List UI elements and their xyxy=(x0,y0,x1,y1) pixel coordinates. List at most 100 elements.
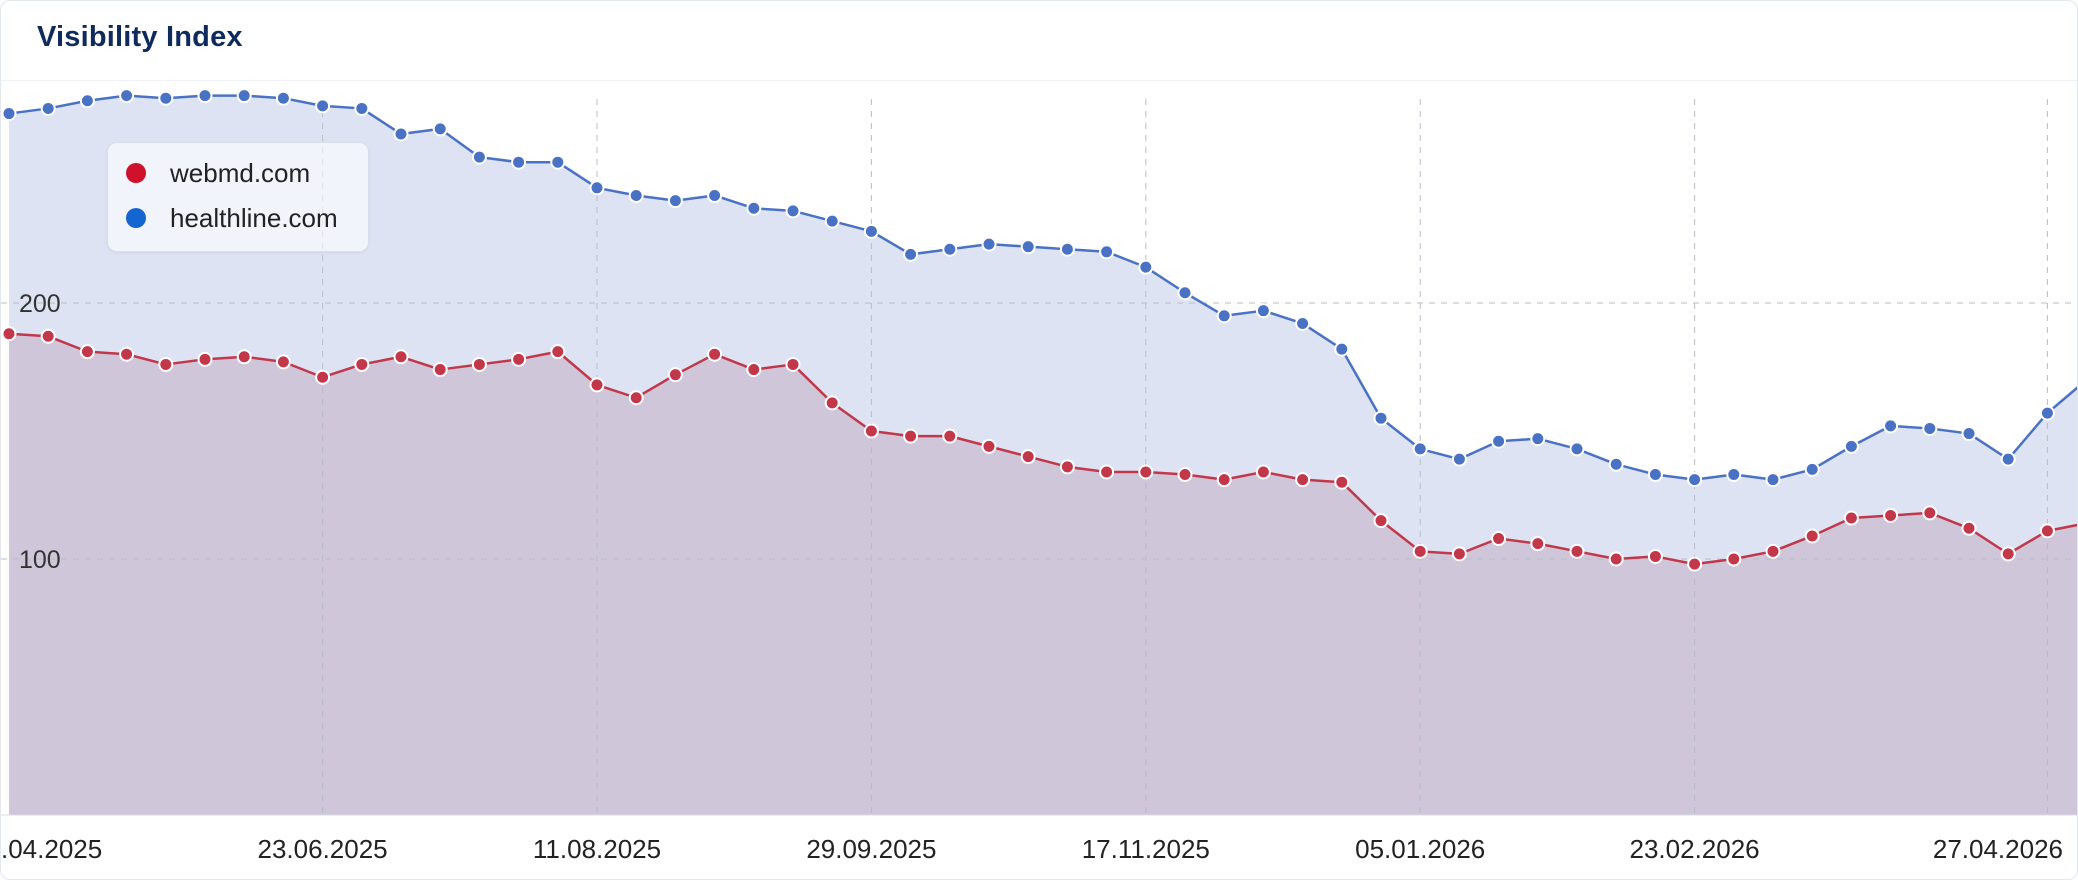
point-healthline xyxy=(785,203,801,219)
legend-item-webmd[interactable]: webmd.com xyxy=(126,153,310,193)
point-healthline xyxy=(981,236,997,252)
point-healthline xyxy=(1922,420,1938,436)
point-webmd xyxy=(1099,464,1115,480)
point-healthline xyxy=(863,223,879,239)
point-webmd xyxy=(1059,459,1075,475)
x-tick-label: 23.06.2025 xyxy=(258,834,388,864)
point-webmd xyxy=(1020,449,1036,465)
point-webmd xyxy=(667,367,683,383)
point-healthline xyxy=(236,88,252,104)
point-webmd xyxy=(863,423,879,439)
point-webmd xyxy=(1491,531,1507,547)
point-healthline xyxy=(1569,441,1585,457)
point-healthline xyxy=(1099,244,1115,260)
point-webmd xyxy=(197,351,213,367)
point-healthline xyxy=(1412,441,1428,457)
point-webmd xyxy=(236,349,252,365)
x-tick-label: 29.09.2025 xyxy=(806,834,936,864)
point-webmd xyxy=(354,356,370,372)
point-healthline xyxy=(40,100,56,116)
point-healthline xyxy=(1334,341,1350,357)
point-healthline xyxy=(1491,433,1507,449)
point-webmd xyxy=(1726,551,1742,567)
point-webmd xyxy=(1647,548,1663,564)
point-webmd xyxy=(589,377,605,393)
area-webmd xyxy=(9,333,2077,815)
point-webmd xyxy=(79,344,95,360)
point-healthline xyxy=(393,126,409,142)
point-webmd xyxy=(315,369,331,385)
x-tick-label: .04.2025 xyxy=(1,834,102,864)
point-webmd xyxy=(1804,528,1820,544)
point-healthline xyxy=(707,187,723,203)
legend-label-healthline: healthline.com xyxy=(170,202,338,233)
point-webmd xyxy=(40,328,56,344)
point-healthline xyxy=(942,241,958,257)
point-webmd xyxy=(1922,505,1938,521)
point-healthline xyxy=(1608,456,1624,472)
point-webmd xyxy=(1961,520,1977,536)
x-tick-label: 17.11.2025 xyxy=(1082,834,1210,864)
point-healthline xyxy=(667,193,683,209)
point-webmd xyxy=(1569,543,1585,559)
point-webmd xyxy=(275,354,291,370)
point-webmd xyxy=(1687,556,1703,572)
x-tick-label: 05.01.2026 xyxy=(1355,834,1485,864)
legend-marker-healthline xyxy=(126,208,146,228)
y-tick-label: 100 xyxy=(19,546,61,574)
point-healthline xyxy=(1961,426,1977,442)
point-healthline xyxy=(275,90,291,106)
point-healthline xyxy=(903,246,919,262)
point-webmd xyxy=(471,356,487,372)
point-healthline xyxy=(119,88,135,104)
point-webmd xyxy=(2039,523,2055,539)
point-healthline xyxy=(1373,410,1389,426)
point-healthline xyxy=(1530,431,1546,447)
point-webmd xyxy=(432,362,448,378)
chart-legend: webmd.com healthline.com xyxy=(107,142,369,252)
point-webmd xyxy=(2000,546,2016,562)
legend-marker-webmd xyxy=(126,163,146,183)
y-tick-label: 200 xyxy=(19,290,61,318)
point-webmd xyxy=(158,356,174,372)
point-healthline xyxy=(746,200,762,216)
point-healthline xyxy=(1177,285,1193,301)
point-healthline xyxy=(354,100,370,116)
point-healthline xyxy=(2000,451,2016,467)
point-healthline xyxy=(1255,303,1271,319)
point-healthline xyxy=(1726,467,1742,483)
legend-label-webmd: webmd.com xyxy=(170,157,311,188)
point-webmd xyxy=(1530,536,1546,552)
point-webmd xyxy=(550,344,566,360)
x-tick-label: 23.02.2026 xyxy=(1630,834,1760,864)
point-healthline xyxy=(1687,472,1703,488)
point-healthline xyxy=(432,121,448,137)
point-healthline xyxy=(79,93,95,109)
point-webmd xyxy=(1412,543,1428,559)
point-healthline xyxy=(315,98,331,114)
point-healthline xyxy=(1451,451,1467,467)
point-healthline xyxy=(1804,461,1820,477)
point-webmd xyxy=(1255,464,1271,480)
point-webmd xyxy=(824,395,840,411)
point-webmd xyxy=(1,326,17,342)
point-webmd xyxy=(1295,472,1311,488)
point-webmd xyxy=(1138,464,1154,480)
point-healthline xyxy=(1138,259,1154,275)
point-webmd xyxy=(628,390,644,406)
card-header: Visibility Index xyxy=(1,1,2077,81)
point-webmd xyxy=(1765,543,1781,559)
legend-item-healthline[interactable]: healthline.com xyxy=(126,198,338,238)
point-healthline xyxy=(158,90,174,106)
point-healthline xyxy=(1,106,17,122)
point-healthline xyxy=(628,187,644,203)
point-webmd xyxy=(1883,507,1899,523)
point-healthline xyxy=(1647,467,1663,483)
point-webmd xyxy=(1373,513,1389,529)
point-healthline xyxy=(471,149,487,165)
point-webmd xyxy=(1451,546,1467,562)
point-webmd xyxy=(746,362,762,378)
point-webmd xyxy=(393,349,409,365)
